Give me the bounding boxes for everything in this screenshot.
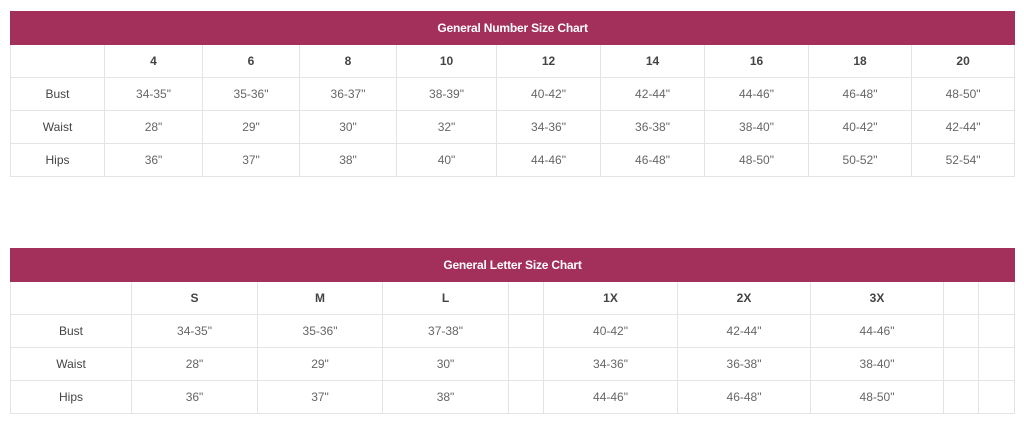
table-cell: 37" (257, 380, 383, 414)
table-cell: 52-54" (910, 143, 1016, 177)
table-cell: 36-38" (677, 347, 811, 381)
table-cell: 38-40" (704, 110, 809, 144)
column-header (10, 44, 105, 78)
column-header: 14 (600, 44, 705, 78)
table-row: Bust 34-35" 35-36" 37-38" 40-42" 42-44" 44-46" (10, 314, 1016, 348)
row-label: Hips (10, 143, 105, 177)
table-cell: 40" (396, 143, 497, 177)
column-header: 16 (704, 44, 809, 78)
table-row: Hips 36" 37" 38" 44-46" 46-48" 48-50" (10, 380, 1016, 414)
table-cell: 46-48" (600, 143, 705, 177)
table-cell: 30" (299, 110, 397, 144)
table-cell: 42-44" (677, 314, 811, 348)
table-cell: 42-44" (910, 110, 1016, 144)
column-header: S (131, 281, 258, 315)
letter-size-chart: General Letter Size Chart S M L 1X 2X 3X Bust 3… (9, 248, 1016, 414)
header-row: S M L 1X 2X 3X (10, 281, 1016, 315)
table-cell: 37" (202, 143, 300, 177)
column-header: 4 (104, 44, 203, 78)
column-header (977, 281, 1016, 315)
table-cell: 46-48" (677, 380, 811, 414)
table-cell: 36-37" (299, 77, 397, 111)
chart-title: General Letter Size Chart (9, 248, 1016, 282)
table-row: Hips 36" 37" 38" 40" 44-46" 46-48" 48-50" 50-52"… (10, 143, 1016, 177)
table-row: Waist 28" 29" 30" 32" 34-36" 36-38" 38-40" 40-42… (10, 110, 1016, 144)
table-row: Bust 34-35" 35-36" 36-37" 38-39" 40-42" 42-44"… (10, 77, 1016, 111)
column-header (943, 281, 979, 315)
table-cell: 48-50" (704, 143, 809, 177)
table-cell: 29" (202, 110, 300, 144)
column-header: L (382, 281, 509, 315)
table-cell: 38" (299, 143, 397, 177)
table-cell (977, 314, 1016, 348)
table-cell: 34-36" (543, 347, 678, 381)
column-header: 6 (202, 44, 300, 78)
table-cell (943, 314, 979, 348)
table-cell: 42-44" (600, 77, 705, 111)
table-cell: 40-42" (496, 77, 601, 111)
table-cell: 46-48" (808, 77, 912, 111)
table-cell (508, 314, 544, 348)
row-label: Waist (10, 347, 132, 381)
column-header: 10 (396, 44, 497, 78)
table-cell (977, 380, 1016, 414)
table-cell (943, 347, 979, 381)
column-header: M (257, 281, 383, 315)
table-cell: 37-38" (382, 314, 509, 348)
table-cell: 36" (131, 380, 258, 414)
table-cell: 48-50" (910, 77, 1016, 111)
table-cell: 36" (104, 143, 203, 177)
column-header: 1X (543, 281, 678, 315)
column-header (10, 281, 132, 315)
column-header (508, 281, 544, 315)
header-row: 4 6 8 10 12 14 16 18 20 (10, 44, 1016, 78)
column-header: 3X (810, 281, 944, 315)
table-cell: 30" (382, 347, 509, 381)
table-cell: 35-36" (202, 77, 300, 111)
row-label: Bust (10, 77, 105, 111)
table-cell: 34-36" (496, 110, 601, 144)
table-cell: 32" (396, 110, 497, 144)
table-cell: 35-36" (257, 314, 383, 348)
table-cell: 38-39" (396, 77, 497, 111)
row-label: Bust (10, 314, 132, 348)
column-header: 18 (808, 44, 912, 78)
table-cell: 36-38" (600, 110, 705, 144)
table-cell: 44-46" (543, 380, 678, 414)
table-row: Waist 28" 29" 30" 34-36" 36-38" 38-40" (10, 347, 1016, 381)
table-cell: 38-40" (810, 347, 944, 381)
column-header: 2X (677, 281, 811, 315)
column-header: 20 (910, 44, 1016, 78)
table-cell (943, 380, 979, 414)
column-header: 12 (496, 44, 601, 78)
chart-title: General Number Size Chart (9, 11, 1016, 45)
table-cell: 28" (131, 347, 258, 381)
column-header: 8 (299, 44, 397, 78)
table-cell: 40-42" (808, 110, 912, 144)
table-cell: 50-52" (808, 143, 912, 177)
table-cell (508, 380, 544, 414)
table-cell: 48-50" (810, 380, 944, 414)
table-cell: 38" (382, 380, 509, 414)
table-cell: 29" (257, 347, 383, 381)
number-size-chart: General Number Size Chart 4 6 8 10 12 14 16 18 2… (9, 11, 1016, 177)
table-cell: 28" (104, 110, 203, 144)
table-cell (977, 347, 1016, 381)
row-label: Hips (10, 380, 132, 414)
table-cell: 44-46" (704, 77, 809, 111)
table-cell: 44-46" (810, 314, 944, 348)
table-cell: 34-35" (104, 77, 203, 111)
table-cell: 44-46" (496, 143, 601, 177)
table-cell: 40-42" (543, 314, 678, 348)
table-cell (508, 347, 544, 381)
table-cell: 34-35" (131, 314, 258, 348)
row-label: Waist (10, 110, 105, 144)
